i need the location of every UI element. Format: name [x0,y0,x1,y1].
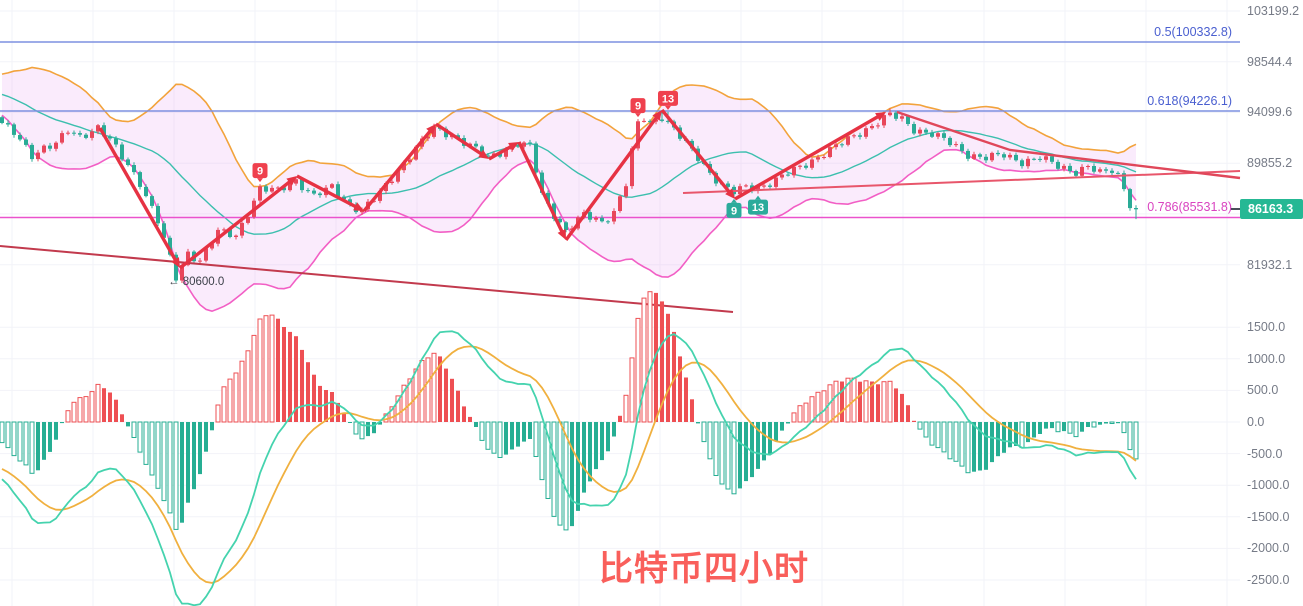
macd-axis-tick: -2500.0 [1247,573,1290,588]
fib-label: 0.786(85531.8) [1147,200,1232,215]
macd-axis-tick: 1000.0 [1247,351,1286,366]
gridlines [0,0,1240,606]
current-price-tick [1231,208,1240,211]
fib-label: 0.618(94226.1) [1147,94,1232,108]
price-axis-tick: 81932.1 [1247,257,1293,272]
svg-text:9: 9 [731,205,737,217]
macd-axis-tick: -1500.0 [1247,509,1290,524]
svg-text:9: 9 [257,166,263,178]
svg-text:13: 13 [662,93,674,105]
macd-axis-tick: 1500.0 [1247,320,1286,335]
svg-text:9: 9 [635,101,641,113]
td-badges: 9 9 13 9 13 [252,90,768,218]
current-price-badge: 86163.3 [1240,199,1303,220]
watermark-title: 比特币四小时 [599,550,809,588]
bollinger-band [1,66,1137,313]
macd-axis-tick: -1000.0 [1247,478,1290,493]
swing-low-annotation: ← 80600.0 [168,275,225,288]
macd-axis-tick: 0.0 [1247,415,1265,429]
price-axis-tick: 98544.4 [1247,54,1293,69]
macd-axis-tick: -500.0 [1247,446,1283,461]
price-axis-tick: 103199.2 [1247,4,1300,18]
svg-text:13: 13 [752,202,764,214]
price-axis-tick: 89855.2 [1247,156,1293,171]
macd-lines [1,330,1137,606]
macd-axis-tick: 500.0 [1247,383,1279,398]
fib-lines [0,41,1240,219]
fib-label: 0.5(100332.8) [1154,24,1232,39]
price-axis-tick: 94099.6 [1247,105,1293,120]
macd-axis-tick: -2000.0 [1247,541,1290,556]
trendlines [0,110,1241,313]
trend-arrows [98,108,886,270]
